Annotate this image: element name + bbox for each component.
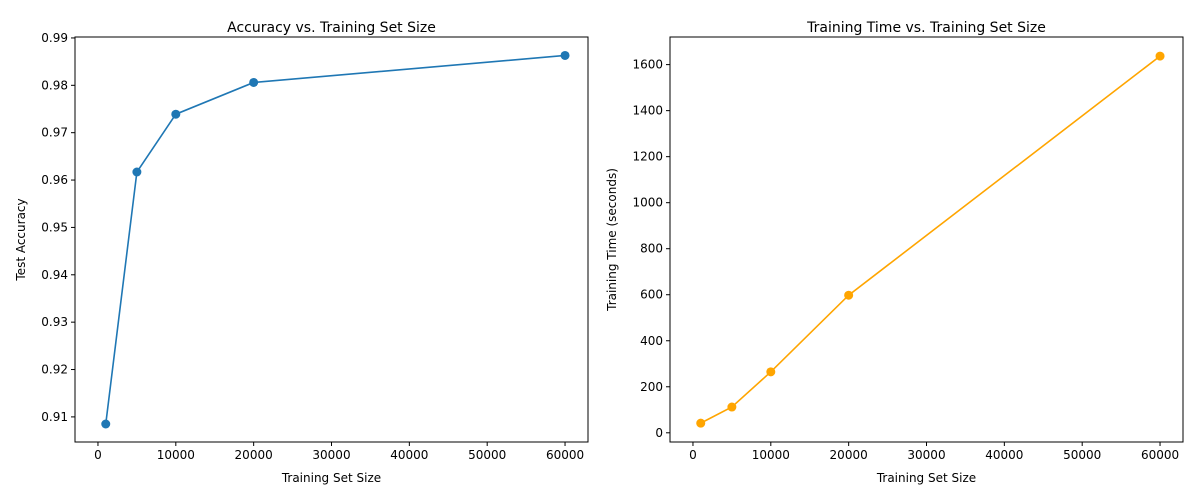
training-time-chart-x-tick-label: 10000 — [752, 448, 790, 462]
training-time-chart-x-axis-label: Training Set Size — [876, 471, 976, 485]
accuracy-chart-x-tick-label: 10000 — [157, 448, 195, 462]
training-time-chart-data-point — [727, 402, 737, 412]
training-time-chart-data-point — [766, 367, 776, 377]
accuracy-chart-y-tick-label: 0.92 — [41, 363, 68, 377]
accuracy-chart-x-tick-label: 0 — [94, 448, 102, 462]
accuracy-chart-x-tick-label: 50000 — [468, 448, 506, 462]
accuracy-chart-y-tick-label: 0.95 — [41, 220, 68, 234]
training-time-chart-plot-frame — [669, 36, 1184, 443]
accuracy-chart-y-tick-label: 0.93 — [41, 315, 68, 329]
training-time-chart-x-tick-label: 0 — [689, 448, 697, 462]
accuracy-chart-plot-frame — [74, 36, 589, 443]
accuracy-chart-y-tick-label: 0.96 — [41, 173, 68, 187]
training-time-chart-x-tick-label: 60000 — [1141, 448, 1179, 462]
accuracy-chart-y-tick-label: 0.98 — [41, 78, 68, 92]
training-time-chart-x-tick-label: 30000 — [907, 448, 945, 462]
accuracy-chart-x-tick-label: 20000 — [235, 448, 273, 462]
accuracy-chart-y-tick-label: 0.94 — [41, 268, 68, 282]
training-time-chart: Training Time vs. Training Set Size 0 100… — [605, 20, 1184, 485]
accuracy-chart: Accuracy vs. Training Set Size 0 10000 200… — [14, 20, 589, 485]
accuracy-chart-y-tick-label: 0.99 — [41, 31, 68, 45]
training-time-chart-marks: 0 10000 20000 30000 40000 50000 60000 0 200 400 60… — [632, 51, 1179, 462]
accuracy-chart-x-axis-label: Training Set Size — [281, 471, 381, 485]
training-time-chart-x-tick-label: 40000 — [985, 448, 1023, 462]
accuracy-chart-data-point — [132, 167, 142, 177]
training-time-chart-y-tick-label: 200 — [640, 380, 663, 394]
training-time-chart-y-tick-label: 600 — [640, 288, 663, 302]
training-time-chart-y-tick-label: 1600 — [632, 58, 663, 72]
accuracy-chart-marks: 0 10000 20000 30000 40000 50000 60000 0.91 0.92 0… — [41, 31, 584, 462]
accuracy-chart-x-tick-label: 30000 — [312, 448, 350, 462]
training-time-chart-data-point — [696, 418, 706, 428]
training-time-chart-x-tick-label: 20000 — [830, 448, 868, 462]
training-time-chart-title: Training Time vs. Training Set Size — [806, 20, 1046, 36]
accuracy-chart-y-tick-label: 0.91 — [41, 410, 68, 424]
training-time-chart-y-tick-label: 0 — [655, 426, 663, 440]
accuracy-chart-title: Accuracy vs. Training Set Size — [227, 20, 436, 36]
training-time-chart-y-axis-label: Training Time (seconds) — [605, 168, 619, 312]
accuracy-chart-data-point — [101, 419, 111, 429]
training-time-chart-x-tick-label: 50000 — [1063, 448, 1101, 462]
training-time-chart-y-tick-label: 400 — [640, 334, 663, 348]
accuracy-chart-data-point — [560, 50, 570, 60]
accuracy-chart-y-axis-label: Test Accuracy — [14, 198, 28, 281]
accuracy-chart-x-tick-label: 60000 — [546, 448, 584, 462]
training-time-chart-y-tick-label: 1400 — [632, 104, 663, 118]
training-time-chart-data-point — [1155, 51, 1165, 61]
training-time-chart-data-point — [844, 290, 854, 300]
training-time-chart-y-tick-label: 1200 — [632, 150, 663, 164]
training-time-chart-y-tick-label: 1000 — [632, 196, 663, 210]
accuracy-chart-data-point — [249, 77, 259, 87]
accuracy-chart-x-tick-label: 40000 — [390, 448, 428, 462]
accuracy-chart-y-tick-label: 0.97 — [41, 126, 68, 140]
training-time-chart-y-tick-label: 800 — [640, 242, 663, 256]
accuracy-chart-data-point — [171, 109, 181, 119]
